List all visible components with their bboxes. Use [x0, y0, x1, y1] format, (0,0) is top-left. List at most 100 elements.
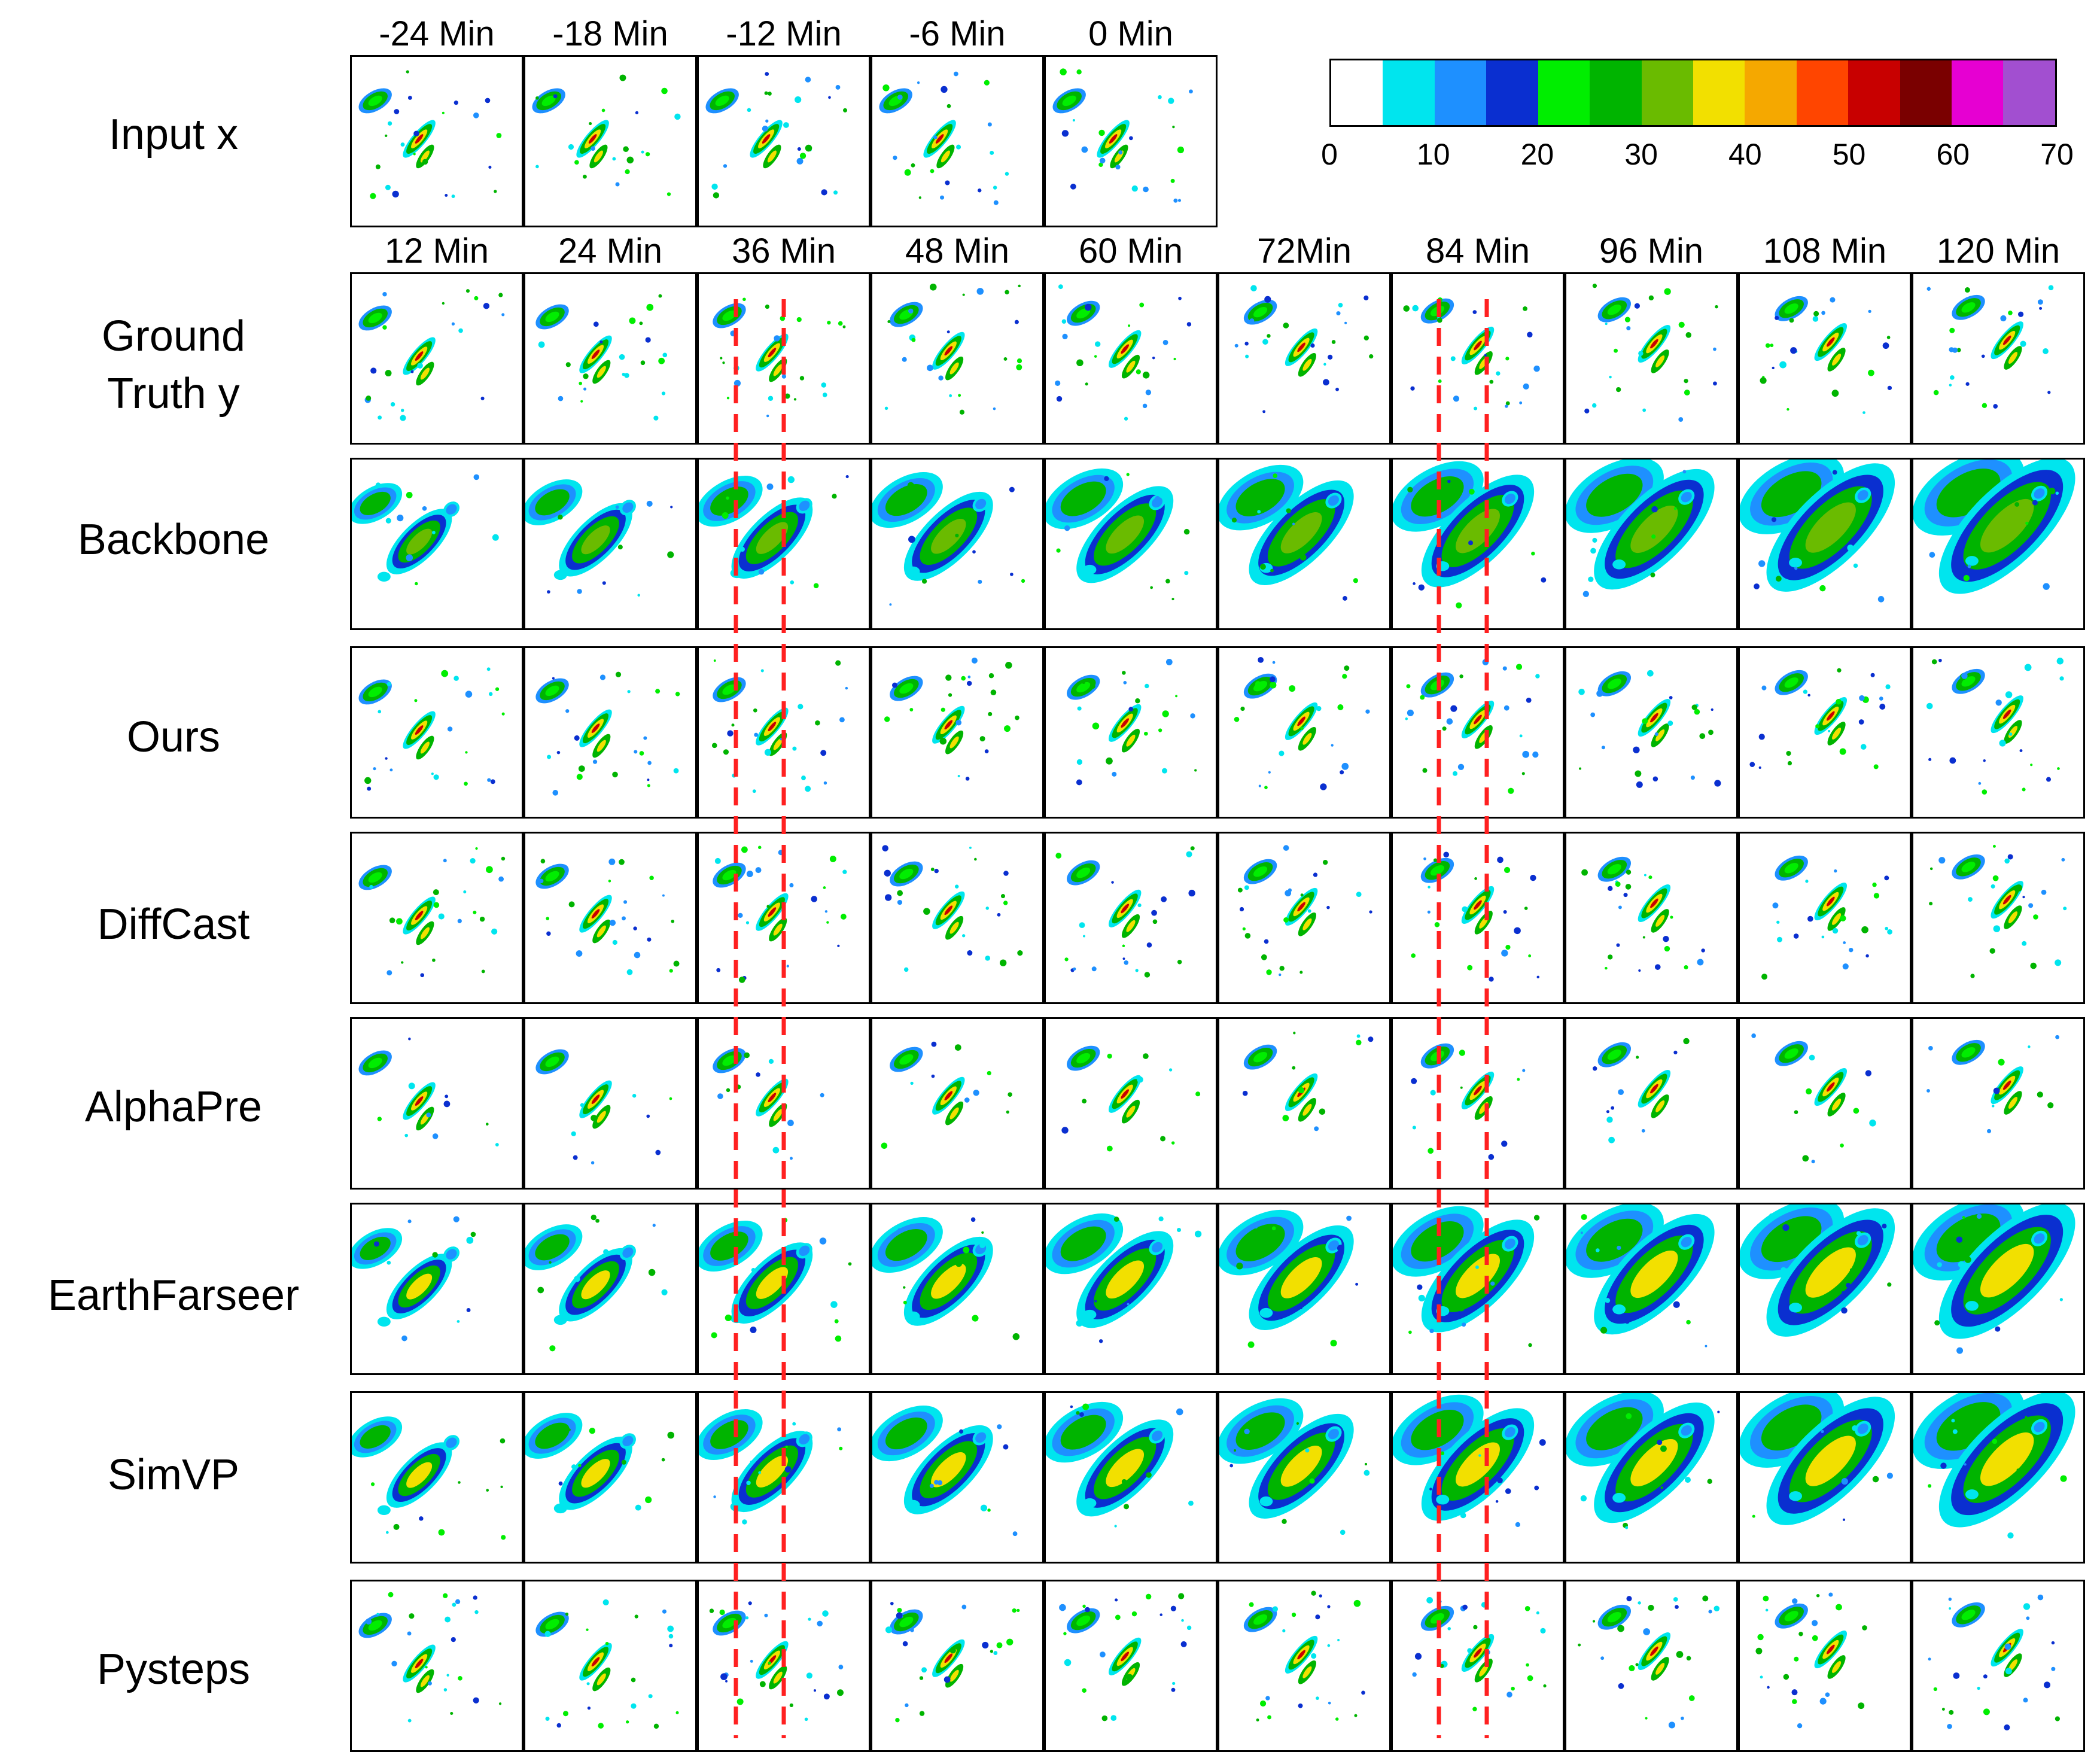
output-time-label: 48 Min	[905, 232, 1010, 270]
radar-panel	[1391, 1203, 1565, 1375]
radar-panel	[1218, 1580, 1391, 1752]
radar-panel	[1565, 1017, 1738, 1190]
radar-panel	[1738, 832, 1912, 1004]
radar-panel	[524, 832, 697, 1004]
radar-panel	[1391, 1580, 1565, 1752]
colorbar-tick-label: 0	[1321, 138, 1338, 171]
radar-panel	[871, 1391, 1044, 1564]
radar-panel	[1044, 646, 1218, 819]
radar-panel	[697, 1203, 871, 1375]
row-label: Ours	[126, 713, 221, 761]
radar-panel	[524, 272, 697, 445]
colorbar-segment	[1848, 60, 1900, 125]
row-label: DiffCast	[97, 901, 250, 948]
colorbar-tick-label: 20	[1520, 138, 1554, 171]
row-label: EarthFarseer	[47, 1272, 300, 1319]
radar-panel	[1218, 458, 1391, 630]
output-time-label: 72Min	[1257, 232, 1352, 270]
input-time-label: -24 Min	[379, 14, 495, 53]
row-label: Ground Truth y	[101, 312, 246, 418]
radar-panel	[871, 832, 1044, 1004]
input-time-label: 0 Min	[1088, 14, 1173, 53]
radar-panel	[1218, 832, 1391, 1004]
radar-panel	[1738, 1203, 1912, 1375]
input-time-label: -18 Min	[552, 14, 668, 53]
radar-panel	[871, 646, 1044, 819]
radar-panel	[524, 458, 697, 630]
radar-panel	[350, 55, 524, 227]
radar-panel	[1738, 646, 1912, 819]
radar-panel	[871, 272, 1044, 445]
output-time-label: 120 Min	[1936, 232, 2061, 270]
output-time-label: 12 Min	[384, 232, 489, 270]
colorbar-segment	[1952, 60, 2004, 125]
radar-panel	[1044, 55, 1218, 227]
input-time-label: -6 Min	[909, 14, 1006, 53]
radar-panel	[697, 1580, 871, 1752]
radar-panel	[1044, 1391, 1218, 1564]
radar-panel	[1912, 1580, 2085, 1752]
radar-panel	[697, 1391, 871, 1564]
colorbar-segment	[1641, 60, 1693, 125]
radar-panel	[871, 1017, 1044, 1190]
radar-panel	[350, 1203, 524, 1375]
colorbar-tick-label: 30	[1624, 138, 1658, 171]
radar-panel	[1912, 272, 2085, 445]
radar-panel	[1218, 1017, 1391, 1190]
colorbar-segment	[2003, 60, 2055, 125]
radar-panel	[871, 1203, 1044, 1375]
radar-panel	[697, 272, 871, 445]
output-time-label: 96 Min	[1599, 232, 1704, 270]
radar-panel	[697, 832, 871, 1004]
radar-panel	[350, 646, 524, 819]
radar-panel	[1912, 458, 2085, 630]
colorbar-segment	[1693, 60, 1745, 125]
radar-panel	[1044, 458, 1218, 630]
radar-panel	[1391, 646, 1565, 819]
row-label: Pysteps	[96, 1645, 251, 1693]
radar-panel	[524, 1203, 697, 1375]
radar-panel	[1912, 1017, 2085, 1190]
radar-panel	[1738, 272, 1912, 445]
radar-panel	[1565, 272, 1738, 445]
radar-panel	[350, 832, 524, 1004]
output-time-label: 108 Min	[1763, 232, 1887, 270]
colorbar-segment	[1900, 60, 1952, 125]
radar-panel	[1565, 832, 1738, 1004]
radar-panel	[1565, 646, 1738, 819]
colorbar-tick-label: 10	[1416, 138, 1450, 171]
radar-panel	[1912, 1391, 2085, 1564]
radar-panel	[697, 646, 871, 819]
colorbar-tick-label: 40	[1728, 138, 1762, 171]
colorbar-segment	[1331, 60, 1383, 125]
colorbar	[1329, 59, 2057, 127]
radar-panel	[1044, 272, 1218, 445]
colorbar-segment	[1745, 60, 1797, 125]
radar-panel	[1391, 832, 1565, 1004]
radar-panel	[350, 458, 524, 630]
radar-panel	[1738, 1580, 1912, 1752]
colorbar-tick-label: 50	[1832, 138, 1866, 171]
radar-panel	[524, 1391, 697, 1564]
radar-panel	[1391, 1017, 1565, 1190]
colorbar-segment	[1538, 60, 1590, 125]
radar-panel	[350, 1391, 524, 1564]
radar-panel	[871, 55, 1044, 227]
colorbar-segment	[1383, 60, 1435, 125]
radar-panel	[1044, 832, 1218, 1004]
output-time-label: 60 Min	[1078, 232, 1183, 270]
radar-panel	[524, 55, 697, 227]
radar-panel	[871, 458, 1044, 630]
radar-panel	[1218, 272, 1391, 445]
radar-panel	[1738, 1391, 1912, 1564]
input-time-label: -12 Min	[726, 14, 842, 53]
radar-panel	[697, 55, 871, 227]
radar-panel	[524, 1017, 697, 1190]
radar-panel	[1044, 1203, 1218, 1375]
radar-panel	[697, 458, 871, 630]
row-label: AlphaPre	[84, 1083, 263, 1131]
output-time-label: 36 Min	[731, 232, 836, 270]
radar-panel	[1912, 832, 2085, 1004]
colorbar-segment	[1796, 60, 1849, 125]
radar-panel	[1565, 1580, 1738, 1752]
